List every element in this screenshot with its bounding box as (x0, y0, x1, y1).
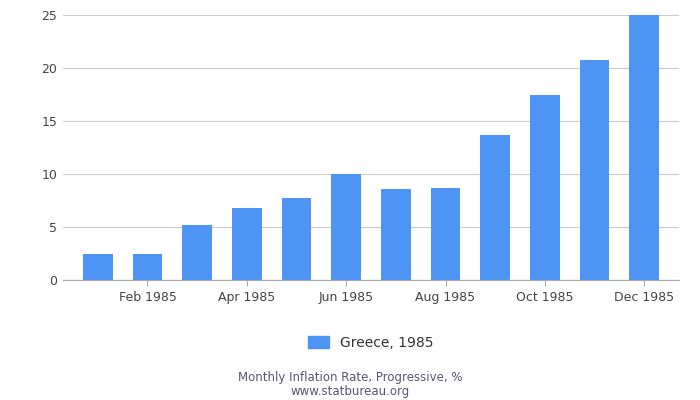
Bar (381, 189, 411, 280)
Bar (182, 225, 212, 280)
Bar (232, 208, 262, 280)
Bar (430, 188, 461, 280)
Text: Monthly Inflation Rate, Progressive, %: Monthly Inflation Rate, Progressive, % (238, 372, 462, 384)
Bar (580, 60, 610, 280)
Bar (331, 174, 361, 280)
Bar (132, 254, 162, 280)
Legend: Greece, 1985: Greece, 1985 (308, 336, 434, 350)
Bar (83, 254, 113, 280)
Bar (629, 15, 659, 280)
Text: www.statbureau.org: www.statbureau.org (290, 385, 410, 398)
Bar (530, 95, 560, 280)
Bar (281, 198, 312, 280)
Bar (480, 135, 510, 280)
